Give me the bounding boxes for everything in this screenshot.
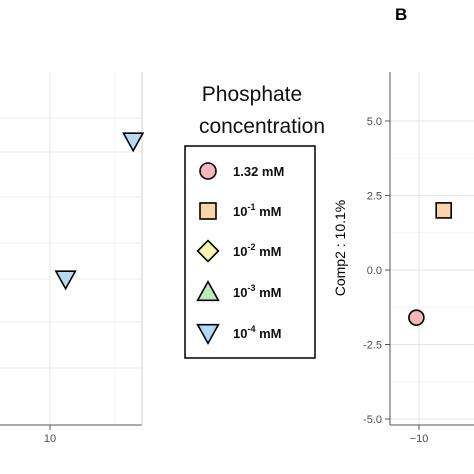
left-plot-background [0, 72, 142, 425]
right-y-tick-label: -2.5 [363, 340, 382, 352]
legend-entry: 1.32 mM [199, 162, 284, 180]
legend-label-base: 10 [233, 244, 247, 259]
left-data-point [122, 132, 145, 153]
right-grid [390, 72, 474, 425]
legend-label-base: 10 [233, 204, 247, 219]
legend-entry: 10-4 mM [196, 323, 281, 346]
legend-entry: 10-2 mM [196, 239, 281, 263]
legend-marker-diamond [196, 239, 220, 263]
right-data-point [408, 309, 425, 326]
legend-marker-triangle-up [196, 279, 220, 302]
legend-title-line1: Phosphate [202, 83, 302, 106]
legend-marker-circle [199, 162, 217, 180]
legend-label-exponent: -4 [247, 324, 255, 334]
right-y-ticks: 5.0 2.5 0.0 -2.5 -5.0 [363, 116, 390, 426]
left-x-tick-label: 10 [44, 433, 56, 445]
right-y-tick-label: 0.0 [367, 265, 382, 277]
legend-entry-label: 1.32 mM [233, 164, 284, 179]
right-points [408, 202, 453, 326]
right-data-point [435, 202, 453, 219]
panel-label: B [395, 5, 407, 24]
legend-entry-label: 10-4 mM [233, 324, 281, 341]
legend-entry: 10-3 mM [196, 279, 281, 302]
legend-label-unit: mM [255, 285, 281, 300]
legend-title-line2: concentration [199, 115, 325, 138]
legend-label-exponent: -2 [247, 242, 255, 252]
left-points [54, 132, 145, 291]
right-x-ticks: −10 [410, 425, 429, 445]
right-y-tick-label: 5.0 [367, 116, 382, 128]
left-data-point [54, 270, 77, 291]
legend-entry: 10-1 mM [199, 202, 281, 220]
right-panel: 5.0 2.5 0.0 -2.5 -5.0 −10 Comp2 : 10.1% [332, 72, 474, 445]
legend-label-base: 1.32 mM [233, 164, 284, 179]
legend-box [184, 145, 316, 359]
legend-label-base: 10 [233, 326, 247, 341]
legend-marker-square [199, 202, 217, 220]
legend-label-unit: mM [255, 204, 281, 219]
legend-marker-triangle-down [196, 323, 220, 346]
left-x-ticks: 10 [44, 425, 56, 445]
y-axis-title: Comp2 : 10.1% [332, 200, 348, 297]
right-x-tick-label: −10 [410, 433, 429, 445]
legend-entry-label: 10-2 mM [233, 242, 281, 259]
right-y-tick-label: -5.0 [363, 414, 382, 426]
legend-entry-label: 10-1 mM [233, 202, 281, 219]
left-panel: 10 [0, 72, 145, 445]
legend-entry-label: 10-3 mM [233, 283, 281, 300]
left-grid [0, 72, 142, 425]
legend-label-exponent: -3 [247, 283, 255, 293]
legend-label-exponent: -1 [247, 202, 255, 212]
legend-label-base: 10 [233, 285, 247, 300]
legend-label-unit: mM [255, 326, 281, 341]
right-y-tick-label: 2.5 [367, 191, 382, 203]
legend-label-unit: mM [255, 244, 281, 259]
